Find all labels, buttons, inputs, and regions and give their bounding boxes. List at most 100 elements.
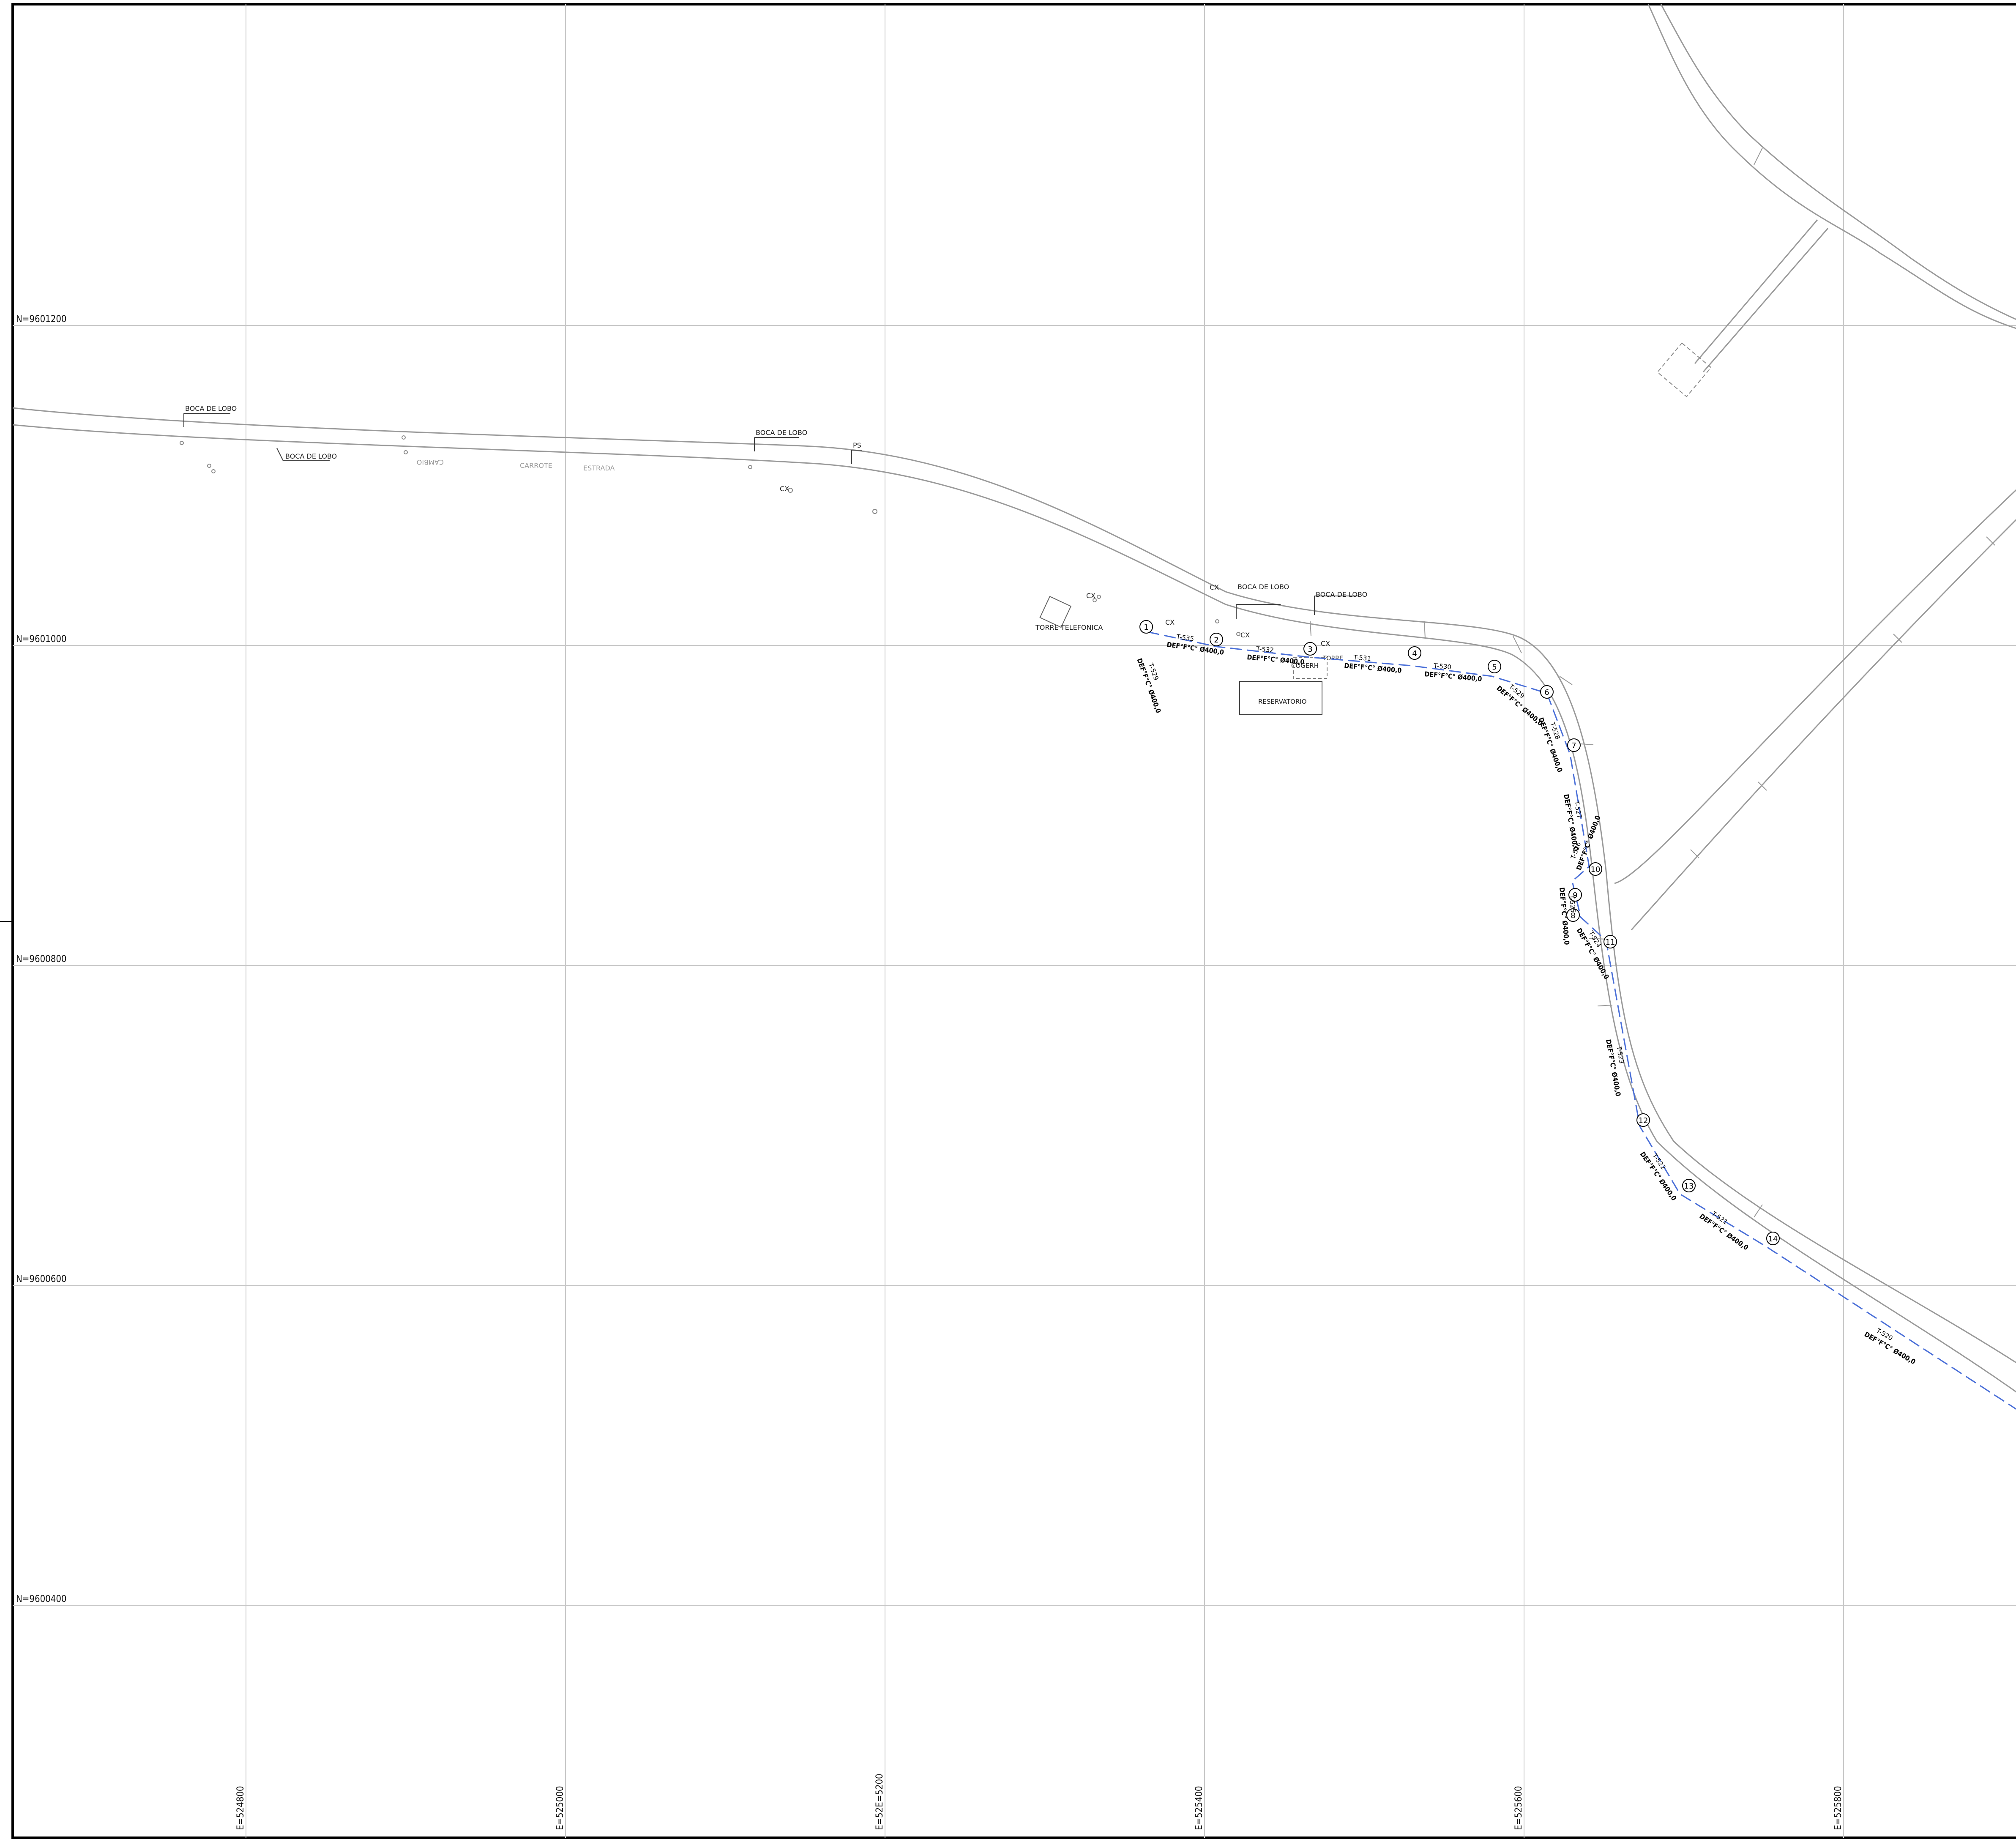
pipeline-node-label: 13 [1684, 1182, 1694, 1191]
pipeline-node-circle [1540, 685, 1554, 699]
pipeline-route [1147, 631, 2016, 1410]
feature-label-cx: CX [1240, 631, 1250, 639]
pipeline-node-circle [1568, 888, 1582, 902]
northing-label: N=9600600 [16, 1274, 67, 1284]
feature-label-cx: CX [1086, 592, 1095, 600]
pipeline-node-label: 8 [1571, 911, 1575, 920]
pipeline-node-3: 3 [1303, 642, 1317, 656]
easting-label: E=525400 [1194, 1786, 1205, 1830]
segment-spec: DEF°F°C° Ø400,0 [1247, 653, 1305, 666]
northing-label: N=9601200 [16, 314, 67, 325]
feature-label-reservoir: RESERVATORIO [1258, 698, 1307, 705]
pipeline-node-label: 2 [1214, 636, 1218, 645]
pipeline-node-circle [1488, 660, 1501, 673]
pipeline-node-label: 9 [1573, 891, 1577, 900]
easting-label: E=52E=5200 [874, 1774, 885, 1830]
pipeline-node-label: 4 [1412, 649, 1417, 658]
pipeline-node-circle [1567, 738, 1581, 752]
road-edge-south [12, 424, 2016, 1393]
pipeline-node-label: 10 [1591, 865, 1601, 874]
feature-label-storm-drain: BOCA DE LOBO [1237, 583, 1289, 591]
pipeline-node-6: 6 [1540, 685, 1554, 699]
feature-label-ps: PS [853, 441, 861, 449]
pipeline-node-circle [1604, 935, 1617, 948]
reservoir-outline [1239, 681, 1322, 715]
northing-label: N=9601000 [16, 634, 67, 645]
segment-spec: DEF°F°C° Ø400,0 [1424, 670, 1483, 683]
feature-labels: BOCA DE LOBO BOCA DE LOBO BOCA DE LOBO P… [185, 404, 1367, 705]
pipeline-node-circle [1210, 633, 1223, 646]
road-network [12, 4, 2016, 1393]
pipeline-node-label: 3 [1308, 645, 1312, 654]
pipeline-node-12: 12 [1636, 1113, 1650, 1127]
pipeline-node-circle [1566, 908, 1580, 922]
pipeline-node-label: 6 [1544, 688, 1549, 697]
pipeline-node-2: 2 [1210, 633, 1223, 646]
feature-label-storm-drain: BOCA DE LOBO [185, 404, 237, 413]
phone-tower-footprint [1039, 596, 1072, 628]
pipeline-node-circle [1636, 1113, 1650, 1127]
pipeline-node-8: 8 [1566, 908, 1580, 922]
easting-label: E=525600 [1513, 1786, 1524, 1830]
road-diagonal-lower [1631, 519, 2016, 931]
pipeline-node-circle [1766, 1232, 1780, 1245]
cogerh-outline [1293, 657, 1328, 679]
segment-code: T-535 [1175, 633, 1194, 643]
road-ticks [1310, 148, 1995, 1218]
pipeline-node-label: 11 [1606, 938, 1615, 947]
road-edge-east [1605, 870, 2016, 1364]
pipeline-node-7: 7 [1567, 738, 1581, 752]
small-markers [180, 435, 1240, 636]
road-label: CARROTE [520, 462, 552, 470]
road-labels: CAMBIO CARROTE ESTRADA [417, 458, 615, 472]
easting-labels: E=524800 E=525000 E=52E=5200 E=525400 E=… [235, 1774, 1844, 1830]
coordinate-grid [13, 4, 2016, 1838]
pipeline-node-circle [1682, 1179, 1696, 1192]
pipeline-node-4: 4 [1408, 646, 1421, 660]
feature-label-storm-drain: BOCA DE LOBO [1316, 590, 1367, 599]
pipeline-node-label: 7 [1571, 741, 1576, 750]
pipeline-node-label: 1 [1144, 623, 1148, 632]
northing-label: N=9600800 [16, 954, 67, 965]
road-diagonal-upper [1614, 489, 2016, 884]
road-branch-b [1702, 228, 1829, 372]
pipeline-node-9: 9 [1568, 888, 1582, 902]
easting-label: E=524800 [235, 1786, 246, 1830]
feature-label-phone-tower: TORRE TELEFONICA [1035, 623, 1103, 631]
segment-code: T-525 [1568, 894, 1577, 913]
sheet-frame [11, 3, 2016, 1839]
pipeline-node-14: 14 [1766, 1232, 1780, 1245]
segment-code: T-530 [1433, 662, 1451, 671]
pipeline-node-circle [1408, 646, 1421, 660]
easting-label: E=525800 [1833, 1786, 1844, 1830]
pipeline-node-circle [1589, 862, 1602, 876]
pipeline-node-circle [1303, 642, 1317, 656]
structure-outline [1657, 342, 1712, 397]
pipeline-node-10: 10 [1589, 862, 1602, 876]
easting-label: E=525000 [555, 1786, 565, 1830]
feature-label-cx: CX [1165, 618, 1175, 626]
pipeline-node-1: 1 [1139, 620, 1153, 634]
pipeline-node-label: 14 [1768, 1235, 1778, 1243]
feature-label-cx: CX [780, 485, 789, 493]
feature-annotations [183, 413, 1359, 619]
pipeline-node-13: 13 [1682, 1179, 1696, 1192]
segment-code: T-531 [1352, 653, 1371, 663]
road-north-a [1647, 4, 2016, 329]
pipeline-node-5: 5 [1488, 660, 1501, 673]
pipeline-node-label: 5 [1492, 663, 1497, 672]
feature-label-storm-drain: BOCA DE LOBO [285, 452, 337, 460]
segment-spec: DEF°F°C° Ø400,0 [1344, 661, 1402, 675]
road-edge-north [12, 407, 1607, 871]
